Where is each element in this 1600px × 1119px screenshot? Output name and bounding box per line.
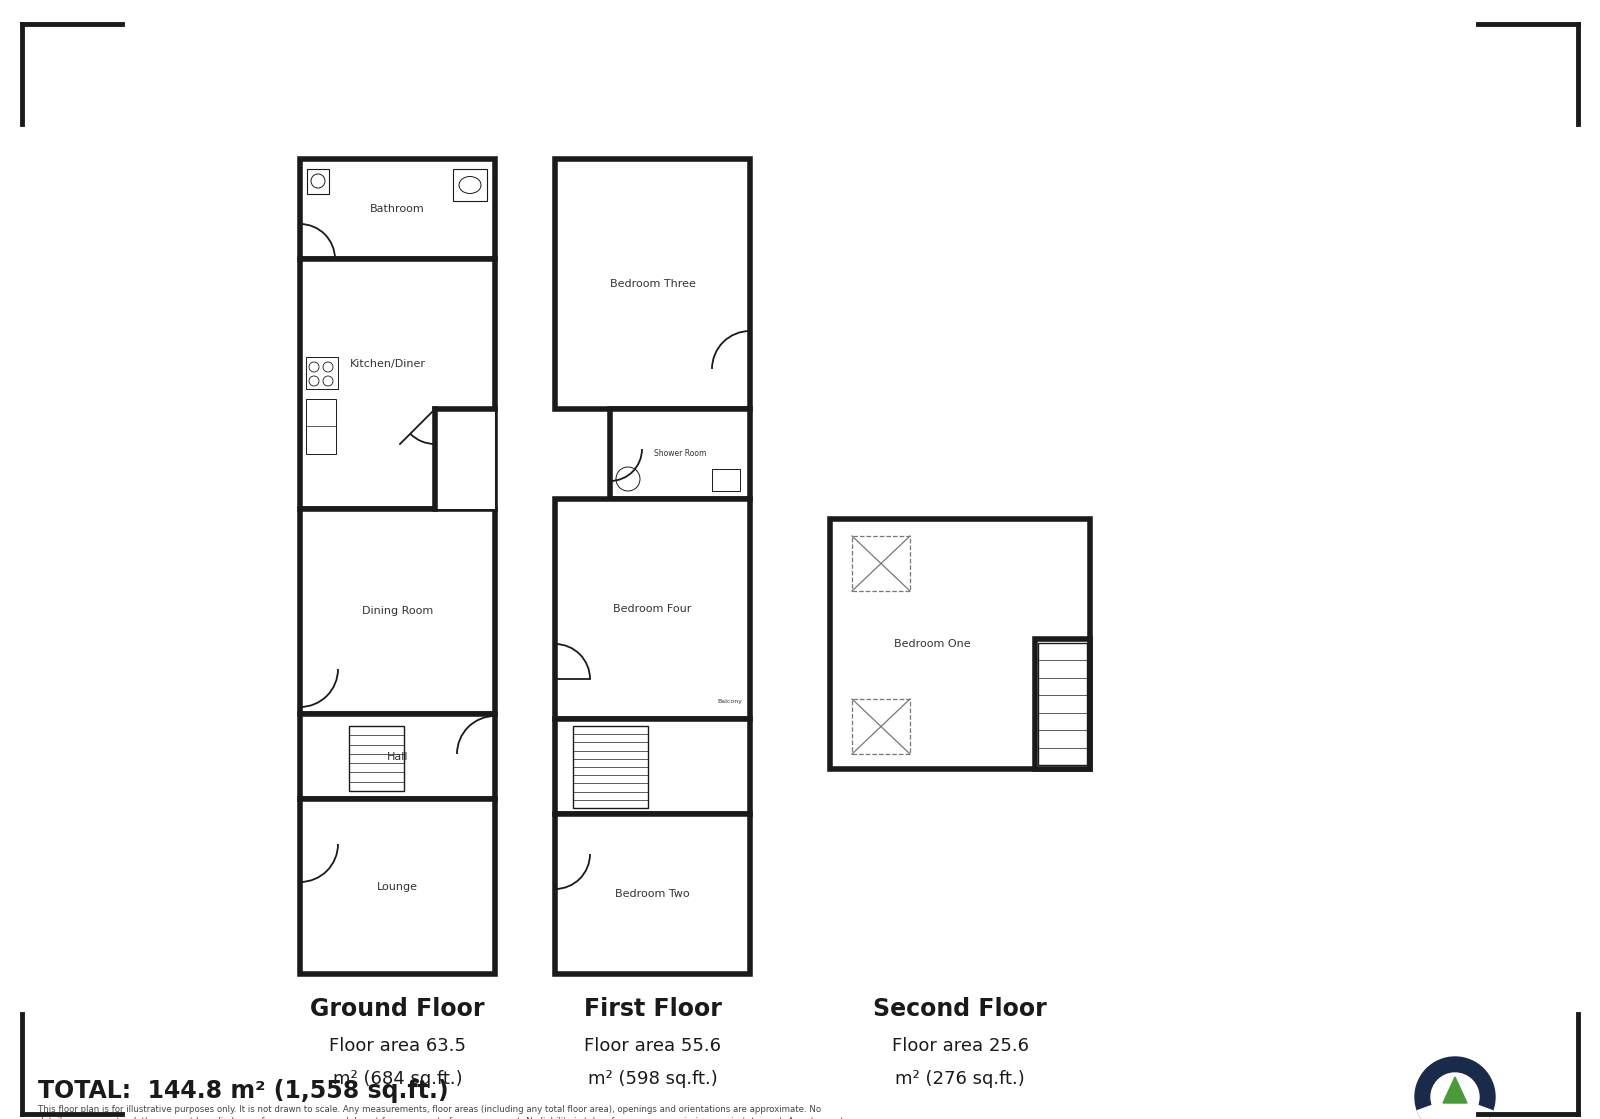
Text: m² (276 sq.ft.): m² (276 sq.ft.) [894, 1070, 1026, 1088]
Text: Floor area 63.5: Floor area 63.5 [330, 1037, 466, 1055]
Bar [1038, 643, 1086, 765]
Text: Shower Room: Shower Room [654, 450, 706, 459]
Bar [853, 536, 910, 591]
Text: Bedroom Two: Bedroom Two [614, 888, 690, 899]
Bar [555, 720, 750, 814]
Text: Bedroom Three: Bedroom Three [610, 279, 696, 289]
Bar [301, 799, 494, 974]
Bar [453, 169, 486, 201]
Text: Ground Floor: Ground Floor [310, 997, 485, 1021]
Polygon shape [1443, 1076, 1467, 1103]
Text: First Floor: First Floor [584, 997, 722, 1021]
Bar [555, 814, 750, 974]
Bar [349, 726, 403, 791]
Text: Balcony: Balcony [717, 698, 742, 704]
Bar [555, 499, 750, 720]
Bar [301, 714, 494, 799]
Bar [301, 509, 494, 714]
Text: details are guaranteed, they cannot be relied upon for any purpose and do not fo: details are guaranteed, they cannot be r… [38, 1117, 843, 1119]
Bar [301, 159, 494, 258]
Circle shape [1414, 1057, 1494, 1119]
Text: m² (598 sq.ft.): m² (598 sq.ft.) [587, 1070, 717, 1088]
Circle shape [1430, 1073, 1478, 1119]
Bar [1035, 639, 1090, 769]
Text: Second Floor: Second Floor [874, 997, 1046, 1021]
Bar [301, 258, 494, 509]
Wedge shape [1418, 1097, 1493, 1119]
Text: Floor area 55.6: Floor area 55.6 [584, 1037, 722, 1055]
Bar [712, 469, 739, 491]
Text: Bedroom Four: Bedroom Four [613, 604, 691, 614]
Bar [306, 357, 338, 389]
Bar [853, 699, 910, 754]
Text: Bathroom: Bathroom [370, 204, 426, 214]
Text: Kitchen/Diner: Kitchen/Diner [349, 359, 426, 369]
Text: TOTAL:  144.8 m² (1,558 sq.ft.): TOTAL: 144.8 m² (1,558 sq.ft.) [38, 1079, 448, 1103]
Text: Lounge: Lounge [378, 882, 418, 892]
Bar [555, 159, 750, 410]
Text: Floor area 25.6: Floor area 25.6 [891, 1037, 1029, 1055]
Text: Dining Room: Dining Room [362, 606, 434, 617]
Bar [307, 169, 330, 194]
Text: This floor plan is for illustrative purposes only. It is not drawn to scale. Any: This floor plan is for illustrative purp… [38, 1104, 821, 1115]
Bar [573, 726, 648, 808]
Bar [306, 399, 336, 454]
Text: Hall: Hall [387, 752, 408, 762]
Bar [435, 410, 494, 509]
Text: m² (684 sq.ft.): m² (684 sq.ft.) [333, 1070, 462, 1088]
Text: Bedroom One: Bedroom One [894, 639, 971, 649]
Bar [830, 519, 1090, 769]
Bar [610, 410, 750, 499]
